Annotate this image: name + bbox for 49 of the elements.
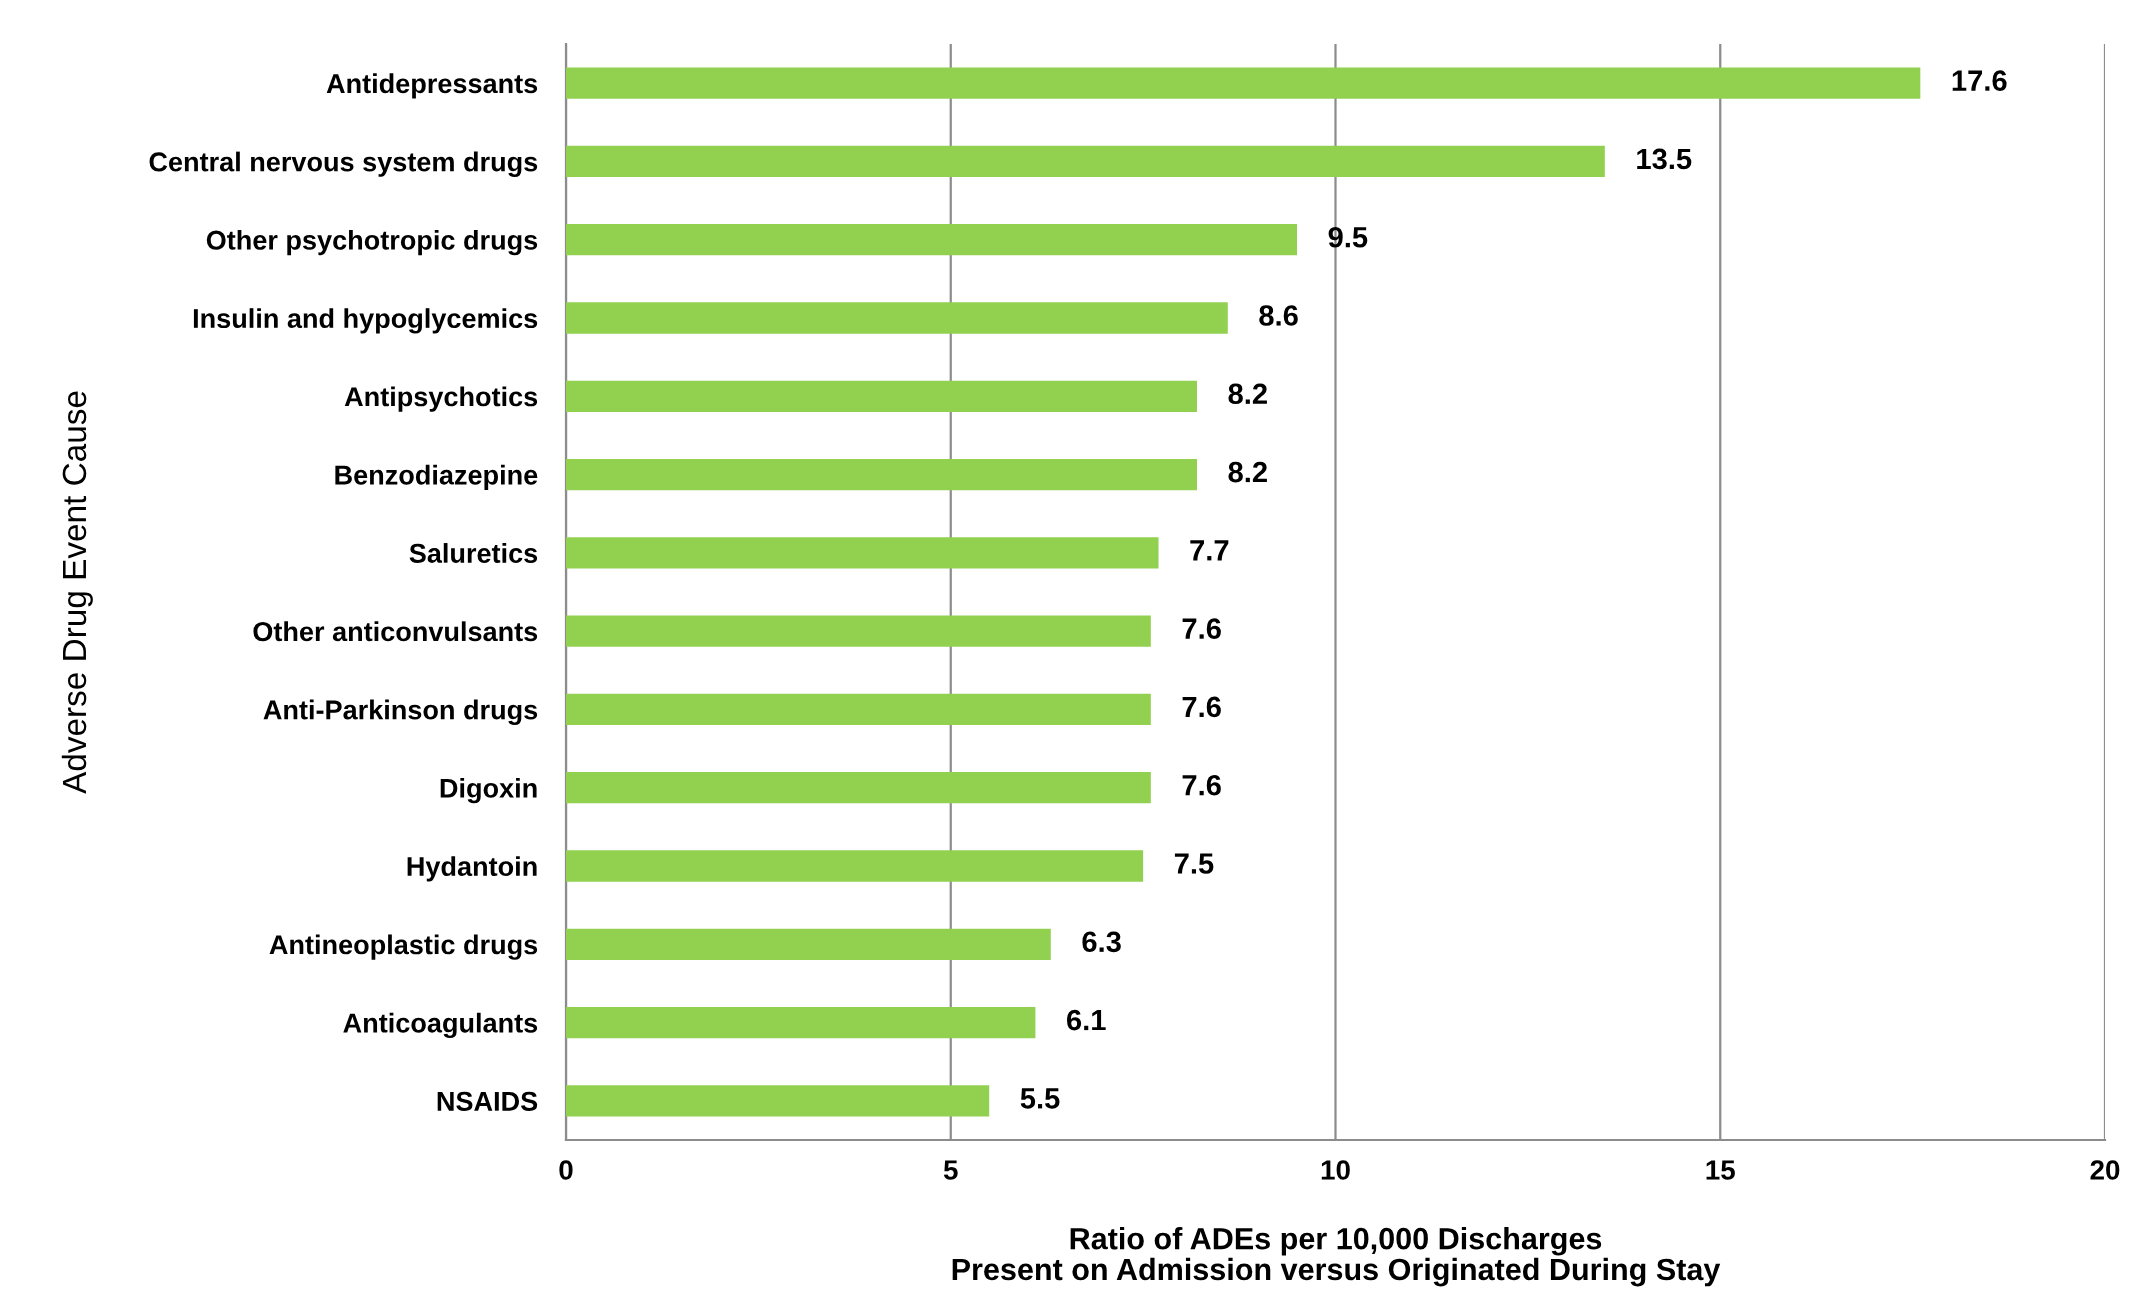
y-tick-label: Hydantoin [407,856,537,882]
data-label: 8.2 [1228,383,1267,405]
data-label: 7.7 [1190,540,1229,561]
y-tick-label: NSAIDS [437,1091,538,1111]
data-label: 8.2 [1228,461,1267,483]
data-label: 17.6 [1952,70,2007,91]
bar [566,380,1197,412]
y-tick-label: Other anticonvulsants [253,621,538,642]
y-tick-label: Digoxin [440,777,537,804]
y-tick-label: Antidepressants [326,73,538,99]
x-tick-label: 15 [1706,1160,1735,1180]
y-tick-label: Antineoplastic drugs [269,934,538,960]
bar [566,1085,990,1117]
x-tick-label: 5 [943,1160,958,1180]
data-label: 13.5 [1637,148,1692,170]
bar [566,458,1197,491]
y-tick-label: Antipsychotics [344,386,538,412]
data-label: 8.6 [1259,305,1298,326]
data-label: 6.1 [1067,1009,1106,1031]
bar [566,772,1151,804]
y-tick-label: Insulin and hypoglycemics [193,308,538,334]
y-tick-label: Other psychotropic drugs [206,229,538,256]
data-label: 9.5 [1328,226,1368,248]
x-tick-label: 20 [2090,1160,2120,1180]
bar [566,537,1159,569]
bar [566,693,1151,726]
data-label: 7.6 [1182,774,1221,796]
x-tick-label: 0 [559,1160,573,1180]
y-tick-label: Anti-Parkinson drugs [263,699,538,725]
bar [566,928,1051,960]
bar [566,145,1605,178]
y-tick-label: Central nervous system drugs [149,151,538,177]
y-tick-label: Benzodiazepine [335,464,538,490]
y-axis-title: Adverse Drug Event Cause [61,391,93,794]
y-tick-label: Saluretics [409,543,538,563]
bar [566,224,1298,256]
data-label: 5.5 [1020,1088,1060,1109]
bar [566,850,1144,882]
data-label: 6.3 [1082,931,1121,953]
bar [566,67,1921,99]
data-label: 7.5 [1174,853,1214,874]
x-axis-title: Ratio of ADEs per 10,000 Discharges Present on Admission versus Originated During Stay [952,1227,1721,1287]
data-label: 7.6 [1182,696,1221,718]
x-tick-label: 10 [1321,1160,1350,1180]
bar [566,615,1151,647]
bar [566,1006,1036,1039]
data-label: 7.6 [1182,618,1221,639]
y-tick-label: Anticoagulants [343,1012,538,1039]
bar [566,302,1228,334]
